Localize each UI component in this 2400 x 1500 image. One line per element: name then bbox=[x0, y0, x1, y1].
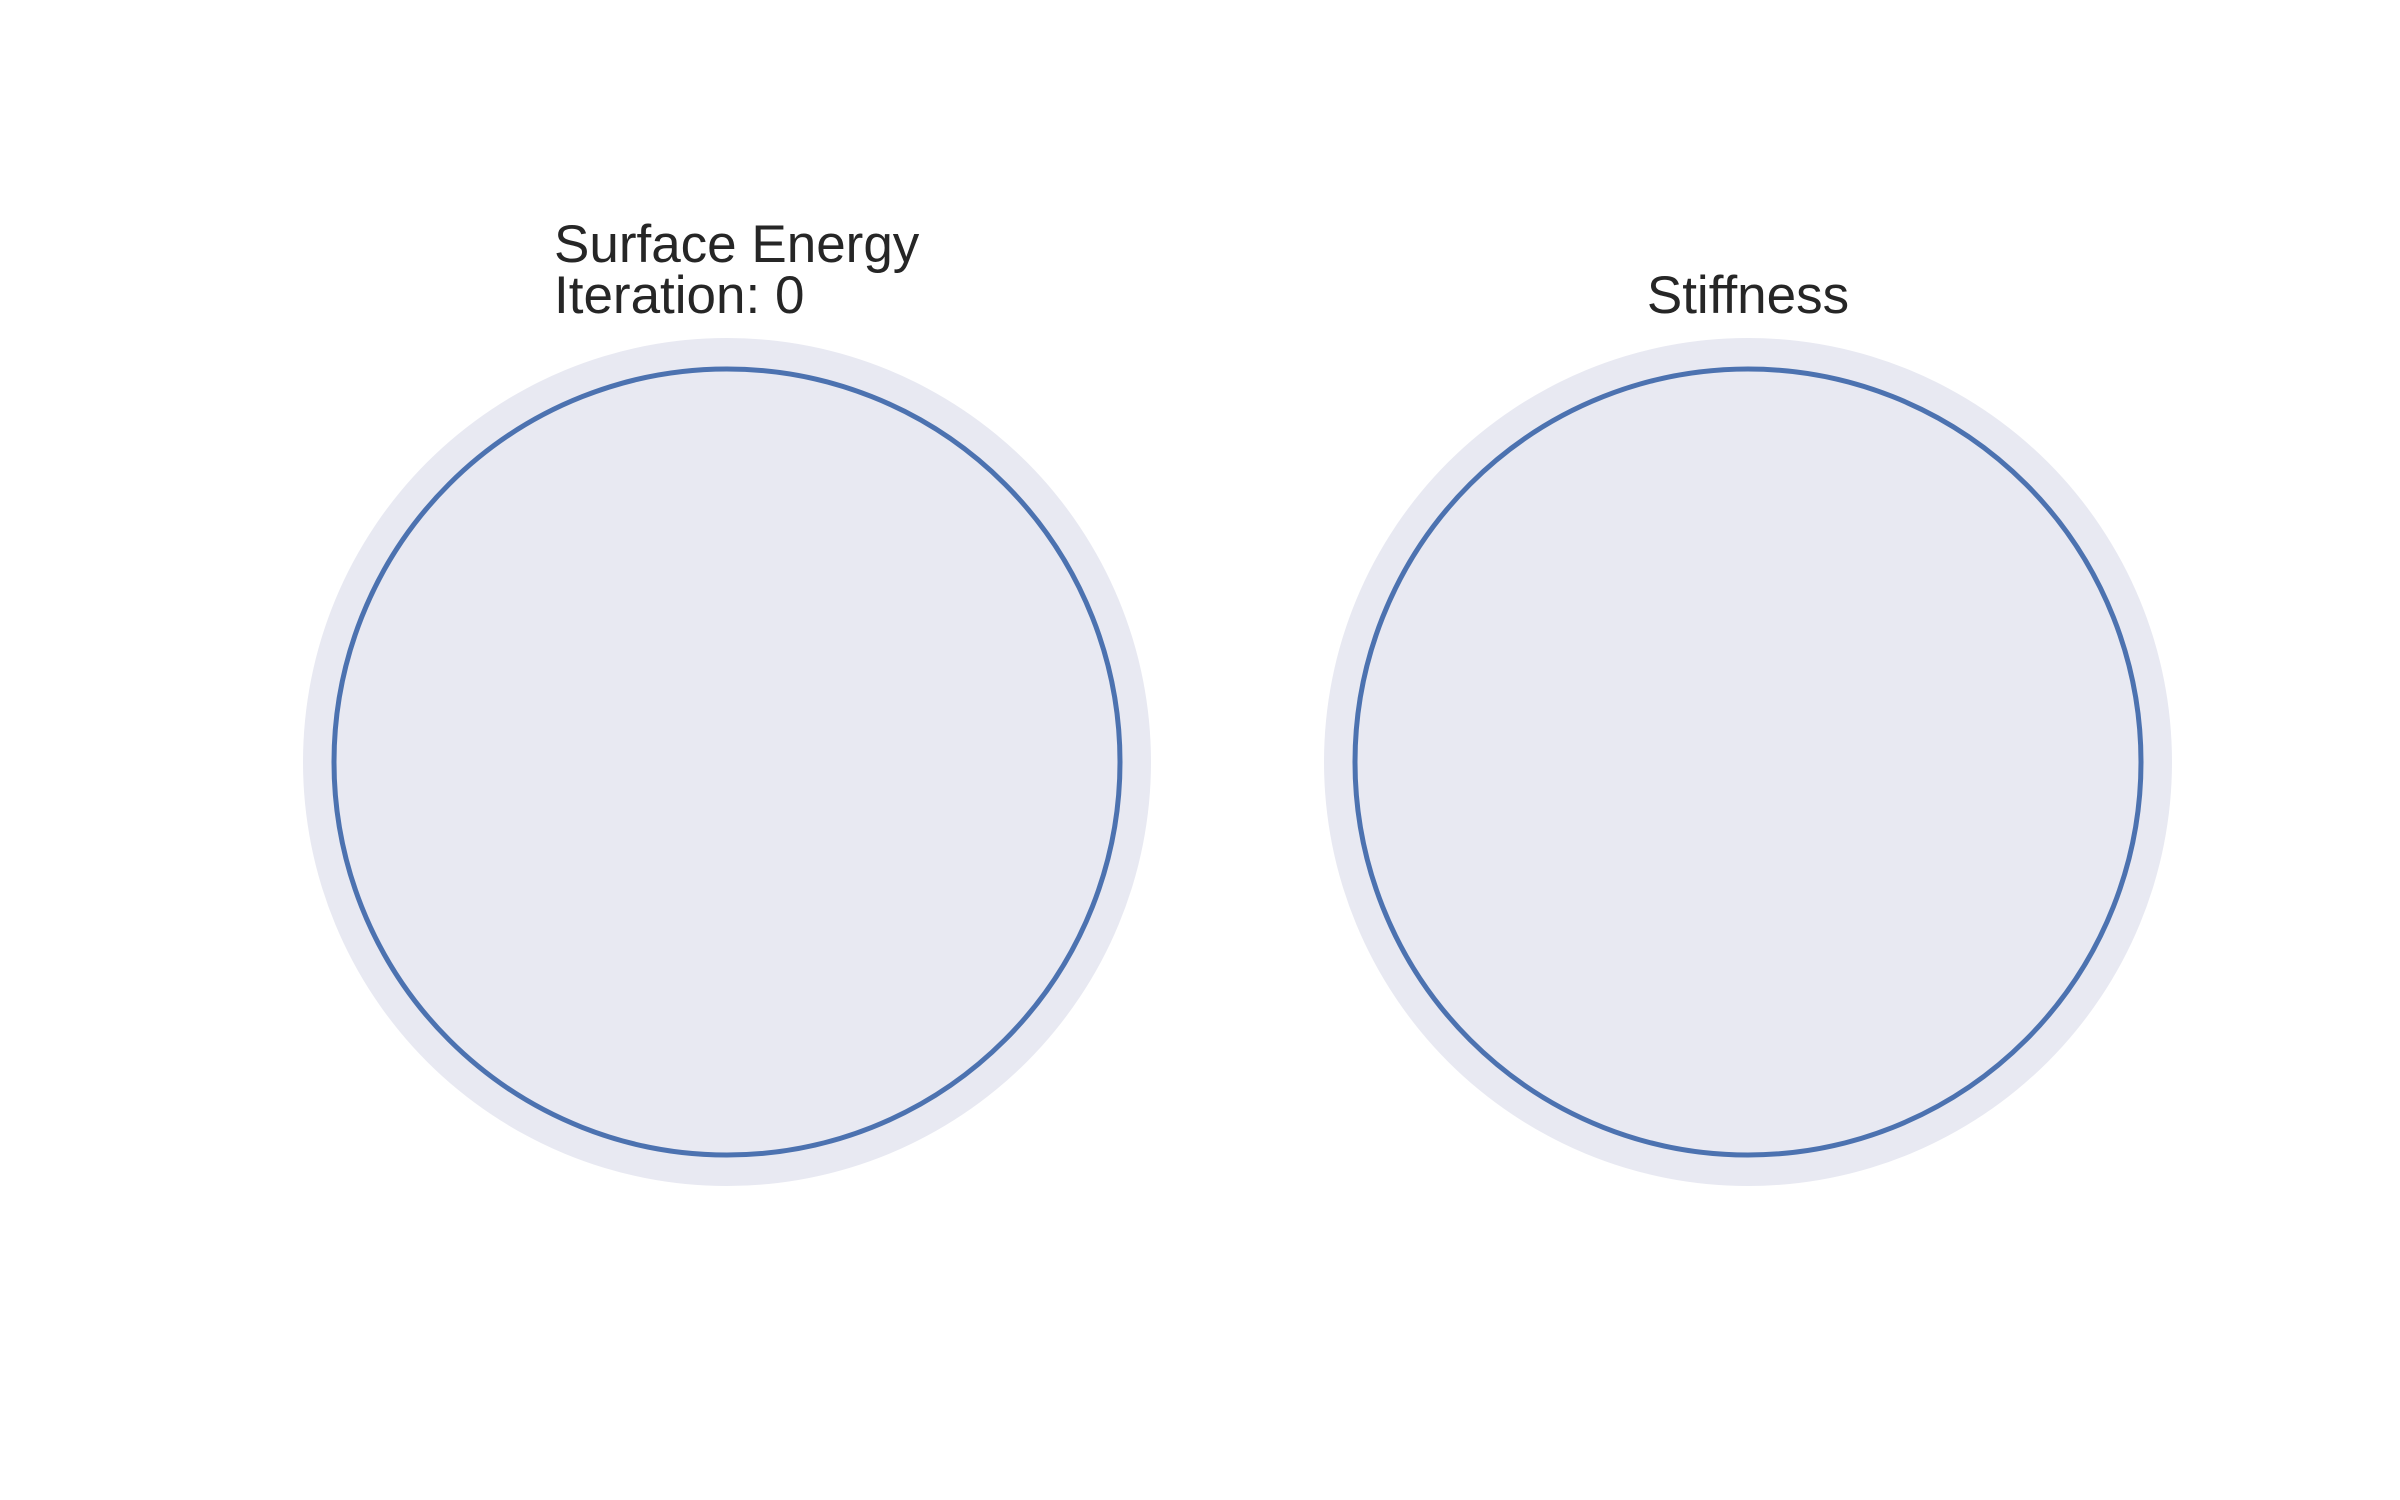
surface-energy-panel: Surface Energy Iteration: 0 bbox=[303, 215, 1151, 1186]
stiffness-curve bbox=[1352, 366, 2144, 1158]
surface-energy-polar-background bbox=[303, 338, 1151, 1186]
surface-energy-title-line-1: Surface Energy bbox=[554, 215, 920, 274]
surface-energy-curve bbox=[331, 366, 1123, 1158]
surface-energy-title-line-2: Iteration: 0 bbox=[554, 266, 804, 325]
stiffness-panel: Stiffness bbox=[1324, 266, 2172, 1186]
stiffness-polar-background bbox=[1324, 338, 2172, 1186]
stiffness-title: Stiffness bbox=[1647, 266, 1849, 325]
